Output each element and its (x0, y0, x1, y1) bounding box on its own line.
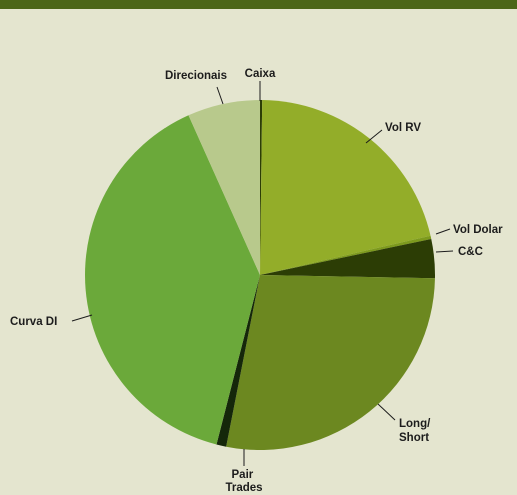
label-curva-di: Curva DI (10, 316, 57, 328)
label-long-short: Long/ Short (399, 418, 434, 444)
slice-long-short (226, 275, 435, 450)
label-pair-trades: Pair Trades (225, 469, 262, 494)
slice-c-c (260, 238, 436, 279)
label-caixa: Caixa (245, 68, 276, 80)
pie-slices (85, 99, 436, 450)
label-leaders (71, 81, 454, 466)
label-direcionais: Direcionais (165, 70, 227, 82)
slice-direcionais (188, 100, 260, 275)
leader-direcionais (216, 86, 224, 105)
slice-pair-trades (216, 275, 260, 447)
slice-vol-rv (260, 100, 431, 275)
leader-vol-dolar (435, 228, 451, 235)
leader-long-short (377, 403, 396, 421)
leader-cc (435, 250, 454, 253)
label-long-short-line1: Long/ (399, 418, 431, 430)
label-vol-rv: Vol RV (385, 122, 421, 134)
leader-vol-rv (365, 129, 383, 144)
slice-curva-di (85, 115, 261, 445)
label-pair-trades-line1: Pair (232, 469, 254, 481)
leader-curva-di (71, 314, 93, 322)
slice-labels: Caixa Direcionais Vol RV Vol Dolar C&C L… (10, 68, 503, 494)
label-long-short-line2: Short (399, 432, 429, 444)
header-bar (0, 0, 517, 9)
label-cc: C&C (458, 246, 483, 258)
slice-caixa (260, 99, 263, 275)
slice-vol-dolar (260, 235, 432, 275)
label-vol-dolar: Vol Dolar (453, 224, 503, 236)
label-pair-trades-line2: Trades (225, 482, 262, 494)
